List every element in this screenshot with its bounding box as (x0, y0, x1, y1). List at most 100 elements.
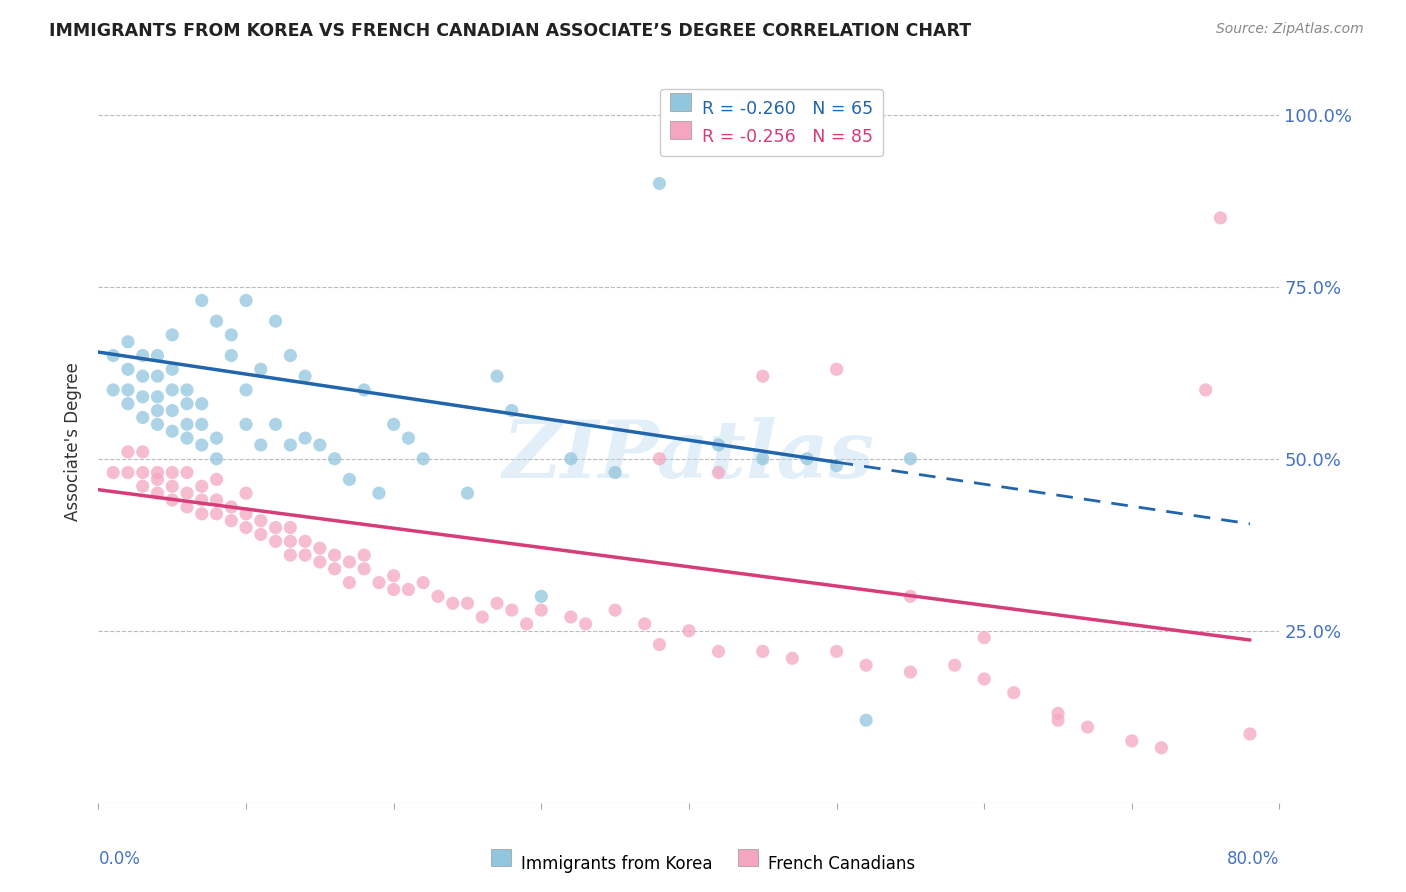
Point (1209, 211, 1232, 225)
Point (560, 451, 582, 466)
Point (117, 397, 139, 411)
Point (103, 466, 125, 480)
Point (707, 466, 730, 480)
Point (205, 451, 228, 466)
Point (825, 362, 848, 376)
Point (264, 417, 287, 432)
Point (441, 596, 464, 610)
Point (323, 451, 346, 466)
Point (457, 486, 479, 500)
Point (486, 596, 509, 610)
Point (309, 555, 332, 569)
Point (707, 644, 730, 658)
Point (353, 562, 375, 576)
Point (162, 424, 183, 438)
Point (264, 314, 287, 328)
Point (176, 431, 198, 445)
Point (309, 541, 332, 556)
Point (176, 486, 198, 500)
Point (132, 479, 155, 493)
Point (648, 451, 671, 466)
Text: Source: ZipAtlas.com: Source: ZipAtlas.com (1216, 22, 1364, 37)
Point (191, 479, 214, 493)
Point (678, 624, 700, 638)
Point (323, 548, 346, 562)
Point (132, 445, 155, 459)
Point (501, 603, 523, 617)
Point (471, 610, 494, 624)
Point (146, 466, 169, 480)
Point (205, 507, 228, 521)
Point (117, 383, 139, 397)
Point (221, 327, 243, 342)
Point (796, 451, 818, 466)
Point (634, 616, 657, 631)
Point (250, 438, 273, 452)
Point (825, 458, 848, 473)
Point (117, 466, 139, 480)
Point (205, 493, 228, 508)
Point (221, 514, 243, 528)
Point (176, 397, 198, 411)
Point (353, 548, 375, 562)
Point (162, 479, 183, 493)
Point (280, 520, 302, 534)
Point (250, 514, 273, 528)
Point (280, 349, 302, 363)
Point (398, 582, 420, 597)
Point (501, 403, 523, 417)
Point (235, 293, 257, 308)
Point (900, 451, 922, 466)
Point (117, 362, 139, 376)
Point (191, 397, 214, 411)
Point (752, 644, 775, 658)
Point (221, 500, 243, 514)
Point (250, 527, 273, 541)
Point (412, 451, 434, 466)
Point (146, 403, 169, 417)
Point (1046, 713, 1070, 727)
Point (560, 610, 582, 624)
Text: 80.0%: 80.0% (1227, 850, 1279, 868)
Point (235, 486, 257, 500)
Point (1195, 383, 1218, 397)
Point (900, 590, 922, 604)
Point (146, 349, 169, 363)
Point (648, 638, 671, 652)
Point (530, 590, 553, 604)
Text: IMMIGRANTS FROM KOREA VS FRENCH CANADIAN ASSOCIATE’S DEGREE CORRELATION CHART: IMMIGRANTS FROM KOREA VS FRENCH CANADIAN… (49, 22, 972, 40)
Point (368, 575, 391, 590)
Point (516, 616, 538, 631)
Point (235, 417, 257, 432)
Point (382, 568, 405, 582)
Point (457, 596, 479, 610)
Point (176, 417, 198, 432)
Point (752, 451, 775, 466)
Point (339, 555, 361, 569)
Point (132, 466, 155, 480)
Point (162, 493, 183, 508)
Point (530, 603, 553, 617)
Point (605, 603, 627, 617)
Point (191, 293, 214, 308)
Point (235, 383, 257, 397)
Point (117, 445, 139, 459)
Point (1002, 686, 1025, 700)
Point (162, 466, 183, 480)
Point (294, 548, 316, 562)
Point (205, 472, 228, 486)
Point (280, 534, 302, 549)
Point (368, 486, 391, 500)
Point (973, 672, 995, 686)
Point (294, 431, 316, 445)
Point (280, 548, 302, 562)
Point (280, 438, 302, 452)
Point (943, 658, 966, 673)
Point (1121, 734, 1143, 748)
Point (973, 631, 995, 645)
Point (323, 562, 346, 576)
Point (176, 500, 198, 514)
Text: ZIPatlas: ZIPatlas (503, 417, 875, 495)
Point (382, 417, 405, 432)
Point (132, 349, 155, 363)
